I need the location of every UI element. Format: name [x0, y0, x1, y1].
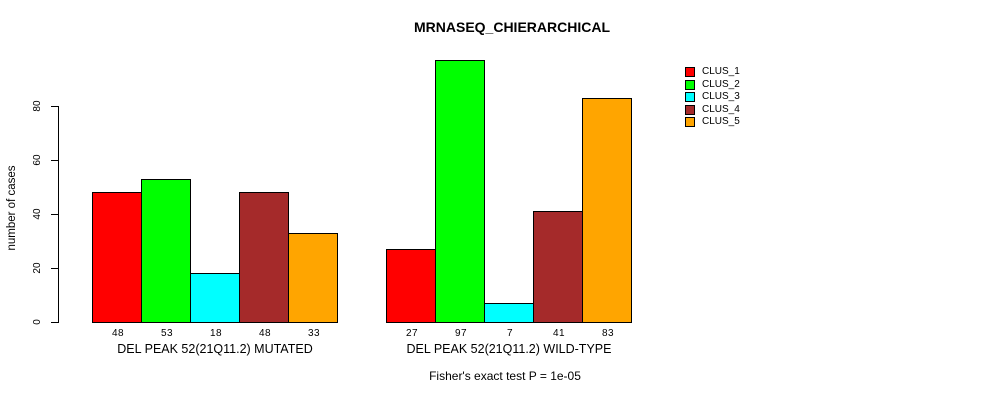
bar-clus_1: [92, 192, 142, 323]
legend-item: CLUS_1: [685, 67, 740, 77]
bar-clus_5: [288, 233, 338, 323]
legend-label: CLUS_4: [702, 103, 740, 115]
y-tick: [51, 106, 58, 107]
legend-item: CLUS_3: [685, 92, 740, 102]
bar-value-label: 48: [258, 328, 272, 339]
y-axis-line: [58, 106, 59, 323]
y-tick-label: 0: [32, 319, 43, 325]
legend-label: CLUS_3: [702, 91, 740, 102]
x-group-label: DEL PEAK 52(21Q11.2) MUTATED: [117, 342, 313, 356]
y-tick-label: 40: [32, 208, 43, 220]
bar-clus_2: [141, 179, 191, 323]
legend-item: CLUS_2: [685, 78, 740, 90]
bar-value-label: 18: [209, 328, 223, 339]
y-tick: [51, 322, 58, 323]
bar-clus_4: [533, 211, 583, 323]
legend: CLUS_1 CLUS_2 CLUS_3 CLUS_4 CLUS_5: [685, 67, 740, 130]
y-tick: [51, 160, 58, 161]
y-tick: [51, 214, 58, 215]
legend-label: CLUS_5: [702, 116, 740, 127]
y-tick-label: 80: [32, 100, 43, 112]
bar-value-label: 33: [307, 328, 321, 339]
legend-label: CLUS_1: [702, 66, 740, 77]
legend-swatch-clus_4: [685, 104, 695, 115]
legend-item: CLUS_5: [685, 117, 740, 127]
bar-clus_4: [239, 192, 289, 323]
legend-swatch-clus_5: [685, 117, 695, 127]
legend-swatch-clus_3: [685, 92, 695, 102]
bar-value-label: 53: [160, 328, 174, 339]
bar-value-label: 48: [111, 328, 125, 339]
chart-title: MRNASEQ_CHIERARCHICAL: [413, 19, 610, 35]
fisher-test-annotation: Fisher's exact test P = 1e-05: [429, 369, 581, 383]
x-group-label: DEL PEAK 52(21Q11.2) WILD-TYPE: [406, 342, 612, 356]
bar-clus_3: [190, 273, 240, 323]
legend-swatch-clus_1: [685, 67, 695, 77]
y-tick-label: 20: [32, 262, 43, 274]
bar-value-label: 83: [601, 328, 615, 339]
bar-value-label: 7: [506, 328, 514, 339]
legend-swatch-clus_2: [685, 79, 695, 90]
legend-item: CLUS_4: [685, 103, 740, 115]
bar-clus_3: [484, 303, 534, 323]
bar-clus_5: [582, 98, 632, 323]
bar-clus_2: [435, 60, 485, 323]
bar-value-label: 27: [405, 328, 419, 339]
y-tick: [51, 268, 58, 269]
bar-value-label: 97: [454, 328, 468, 339]
bar-clus_1: [386, 249, 436, 323]
y-axis-title: number of cases: [6, 165, 18, 251]
y-tick-label: 60: [32, 154, 43, 166]
bar-value-label: 41: [552, 328, 566, 339]
legend-label: CLUS_2: [702, 78, 740, 90]
